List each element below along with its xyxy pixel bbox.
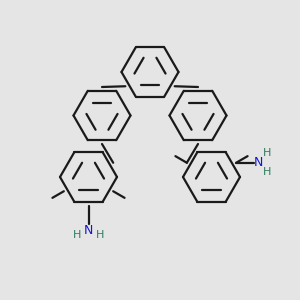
Text: H: H (96, 230, 104, 240)
Text: H: H (73, 230, 81, 240)
Text: H: H (263, 148, 272, 158)
Text: H: H (263, 167, 272, 177)
Text: N: N (84, 224, 93, 236)
Text: N: N (254, 156, 264, 169)
